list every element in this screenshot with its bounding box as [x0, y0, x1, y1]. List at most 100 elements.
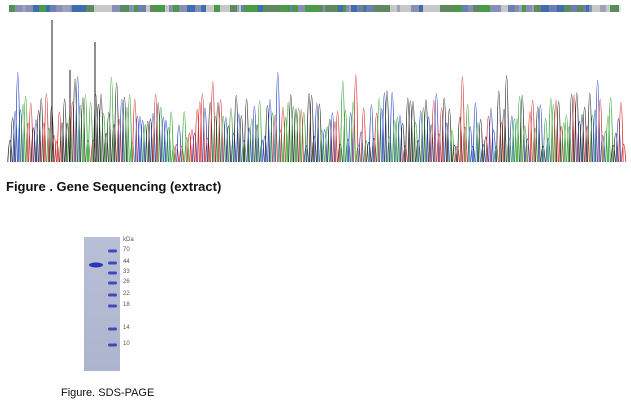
mw-marker-label: 33	[123, 269, 130, 275]
trace-peak	[72, 78, 78, 163]
sequence-segment	[146, 5, 150, 12]
sequence-segment	[496, 5, 501, 12]
trace-peak	[257, 100, 263, 163]
trace-peak	[426, 116, 432, 163]
trace-peak	[10, 117, 16, 163]
sds-page-gel	[84, 237, 120, 371]
sequence-segment	[600, 5, 606, 12]
trace-peak	[270, 112, 276, 163]
trace-peak	[244, 98, 250, 163]
sequence-segment	[397, 5, 400, 12]
sequence-segment	[292, 5, 298, 12]
sequence-segment	[138, 5, 146, 12]
trace-peak	[298, 109, 304, 163]
sequence-segment	[454, 5, 462, 12]
trace-peak	[171, 146, 177, 163]
trace-peak	[176, 124, 182, 163]
trace-peak	[249, 118, 255, 163]
sequence-segment	[201, 5, 206, 12]
trace-peak	[475, 122, 481, 163]
sequence-segment	[288, 5, 290, 12]
sequence-segment	[437, 5, 440, 12]
trace-peak	[522, 125, 528, 163]
sequence-segment	[298, 5, 305, 12]
sequence-segment	[534, 5, 541, 12]
sequence-segment	[364, 5, 366, 12]
sequence-segment	[473, 5, 480, 12]
sequence-segment	[448, 5, 454, 12]
trace-peak	[537, 104, 543, 163]
sequence-segment	[214, 5, 220, 12]
trace-peak	[543, 118, 549, 163]
trace-peak	[485, 115, 491, 163]
trace-peak	[415, 140, 421, 163]
trace-peak	[127, 94, 133, 163]
trace-peak	[576, 120, 582, 163]
sequence-segment	[129, 5, 134, 12]
sequence-segment	[179, 5, 187, 12]
sequence-segment	[187, 5, 195, 12]
sequence-segment	[281, 5, 288, 12]
sequence-segment	[343, 5, 346, 12]
trace-peak	[236, 113, 242, 163]
trace-peak	[301, 111, 307, 163]
ladder-band	[108, 261, 117, 265]
sds-page-caption: Figure. SDS-PAGE	[61, 387, 155, 399]
sequence-segment	[94, 5, 98, 12]
trace-peak	[93, 94, 99, 163]
trace-peak	[254, 124, 260, 163]
trace-peak	[368, 104, 374, 163]
sequence-segment	[419, 5, 423, 12]
trace-peak	[605, 115, 611, 163]
trace-peak	[569, 93, 575, 163]
trace-peak	[361, 107, 367, 163]
sequence-segment	[239, 5, 241, 12]
trace-peak	[342, 109, 348, 163]
trace-peak	[272, 114, 278, 163]
sequence-segment	[72, 5, 80, 12]
sequence-segment	[468, 5, 473, 12]
trace-peak	[553, 99, 559, 163]
sequence-segment	[9, 5, 11, 12]
sequence-segment	[220, 5, 226, 12]
trace-peak	[402, 145, 408, 163]
trace-peak	[545, 138, 551, 163]
trace-peak	[262, 135, 268, 163]
sequence-segment	[241, 5, 244, 12]
sequence-segment	[86, 5, 94, 12]
trace-peak	[233, 94, 239, 163]
trace-peak	[589, 114, 595, 163]
trace-peak	[600, 135, 606, 163]
trace-peak	[30, 127, 36, 163]
ladder-band	[108, 343, 117, 347]
trace-peak	[132, 98, 138, 163]
trace-peak	[311, 136, 317, 163]
trace-peak	[613, 132, 619, 163]
sequence-segment	[112, 5, 120, 12]
trace-peak	[241, 140, 247, 163]
sequence-segment	[56, 5, 62, 12]
sequence-segment	[50, 5, 56, 12]
sequence-segment	[573, 5, 575, 12]
trace-peak	[88, 102, 94, 163]
trace-peak	[480, 144, 486, 163]
sequence-segment	[515, 5, 519, 12]
mw-marker-label: 44	[123, 259, 130, 265]
trace-peak	[459, 76, 465, 163]
trace-peak	[82, 94, 88, 163]
trace-peak	[379, 108, 385, 163]
trace-peak	[267, 99, 273, 163]
trace-peak	[207, 102, 213, 163]
trace-peak	[231, 132, 237, 163]
trace-peak	[43, 92, 49, 163]
sequence-segment	[62, 5, 70, 12]
trace-peak	[511, 118, 517, 163]
sequence-segment	[39, 5, 46, 12]
trace-peak	[314, 103, 320, 163]
trace-peak	[186, 133, 192, 163]
sequence-segment	[338, 5, 343, 12]
trace-peak	[324, 126, 330, 163]
trace-peak	[530, 100, 536, 163]
trace-peak	[527, 111, 533, 163]
sequence-segment	[244, 5, 252, 12]
